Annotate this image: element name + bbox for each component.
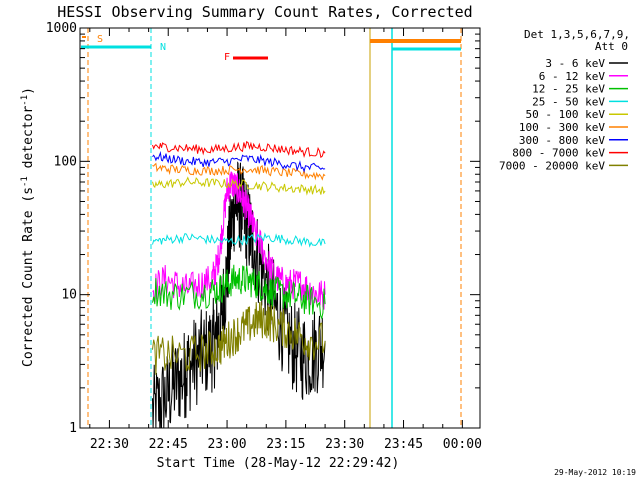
x-tick-label: 23:00 (207, 437, 246, 452)
y-axis-label: Corrected Count Rate (s-1 detector-1) (20, 87, 36, 367)
footer-date: 29-May-2012 10:19 (554, 468, 636, 477)
legend-label: 50 - 100 keV (526, 108, 606, 121)
legend-label: 7000 - 20000 keV (499, 159, 605, 172)
y-tick-label: 1000 (46, 21, 77, 36)
series-line-7 (152, 140, 326, 159)
legend-title: Det 1,3,5,6,7,9, (524, 28, 630, 41)
flag-label-f: F (224, 52, 230, 63)
series-line-8 (152, 301, 326, 375)
svg-text:Corrected Count Rate (s-1 dete: Corrected Count Rate (s-1 detector-1) (20, 87, 36, 367)
legend-label: 800 - 7000 keV (512, 147, 605, 160)
y-tick-label: 1 (69, 421, 77, 436)
series-line-3 (152, 232, 326, 248)
x-tick-label: 00:00 (443, 437, 482, 452)
attenuator-bands (81, 28, 462, 428)
chart-title: HESSI Observing Summary Count Rates, Cor… (57, 3, 472, 21)
series-line-5 (152, 162, 326, 181)
legend-label: 6 - 12 keV (539, 70, 606, 83)
series-line-2 (152, 264, 326, 320)
series-layer (152, 140, 326, 429)
y-tick-label: 10 (61, 288, 77, 303)
plot-frame (79, 27, 481, 429)
plot-axes: 22:30 22:45 23:00 23:15 23:30 23:45 00:00 1 10 10… (46, 21, 482, 452)
legend-label: 25 - 50 keV (532, 95, 605, 108)
x-tick-label: 23:45 (384, 437, 423, 452)
x-tick-label: 23:15 (266, 437, 305, 452)
legend-label: 100 - 300 keV (519, 121, 605, 134)
legend-label: 3 - 6 keV (545, 57, 605, 70)
legend-label: 12 - 25 keV (532, 83, 605, 96)
flag-label-n: N (160, 42, 166, 53)
flag-label-s: S (97, 34, 103, 45)
x-tick-label: 23:30 (325, 437, 364, 452)
flag-layer: S N F (97, 34, 230, 63)
y-tick-label: 100 (54, 154, 77, 169)
legend-subtitle: Att 0 (595, 40, 628, 53)
series-line-6 (152, 150, 326, 173)
x-tick-label: 22:45 (149, 437, 188, 452)
x-tick-label: 22:30 (90, 437, 129, 452)
x-axis-label: Start Time (28-May-12 22:29:42) (157, 456, 400, 471)
legend-label: 300 - 800 keV (519, 134, 605, 147)
series-line-4 (152, 176, 326, 196)
series-line-0 (152, 161, 326, 429)
